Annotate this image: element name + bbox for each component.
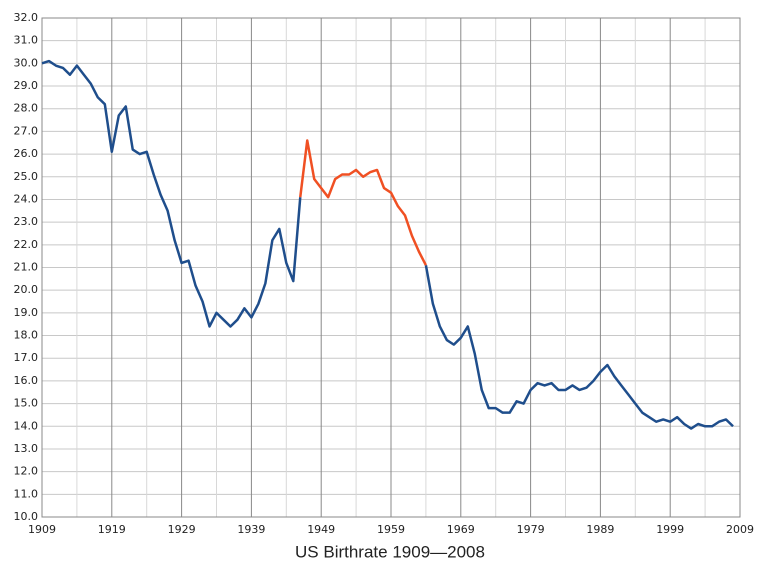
y-tick-label: 15.0: [14, 397, 39, 410]
y-tick-label: 11.0: [14, 487, 39, 500]
x-tick-label: 1999: [656, 523, 684, 536]
y-tick-label: 29.0: [14, 79, 39, 92]
y-tick-label: 17.0: [14, 351, 39, 364]
y-tick-label: 25.0: [14, 170, 39, 183]
series-line: [299, 139, 428, 266]
x-tick-label: 1939: [237, 523, 265, 536]
y-tick-label: 31.0: [14, 34, 39, 47]
x-tick-label: 1979: [517, 523, 545, 536]
x-tick-label: 1959: [377, 523, 405, 536]
y-tick-label: 32.0: [14, 11, 39, 24]
x-tick-label: 1919: [98, 523, 126, 536]
y-tick-label: 20.0: [14, 283, 39, 296]
y-tick-label: 27.0: [14, 124, 39, 137]
x-tick-label: 1949: [307, 523, 335, 536]
x-tick-label: 1909: [28, 523, 56, 536]
y-tick-label: 12.0: [14, 465, 39, 478]
y-tick-label: 28.0: [14, 102, 39, 115]
series-line: [41, 59, 734, 430]
plot-border: [41, 17, 741, 518]
y-tick-label: 16.0: [14, 374, 39, 387]
y-tick-label: 21.0: [14, 261, 39, 274]
chart-title: US Birthrate 1909—2008: [295, 542, 485, 561]
y-tick-label: 18.0: [14, 329, 39, 342]
y-tick-label: 24.0: [14, 192, 39, 205]
y-tick-label: 13.0: [14, 442, 39, 455]
x-tick-label: 1929: [168, 523, 196, 536]
y-tick-label: 22.0: [14, 238, 39, 251]
y-tick-label: 26.0: [14, 147, 39, 160]
y-tick-label: 19.0: [14, 306, 39, 319]
y-tick-label: 23.0: [14, 215, 39, 228]
x-tick-label: 2009: [726, 523, 754, 536]
y-tick-label: 10.0: [14, 510, 39, 523]
y-tick-label: 14.0: [14, 419, 39, 432]
x-tick-label: 1969: [447, 523, 475, 536]
x-tick-label: 1989: [586, 523, 614, 536]
y-tick-label: 30.0: [14, 56, 39, 69]
